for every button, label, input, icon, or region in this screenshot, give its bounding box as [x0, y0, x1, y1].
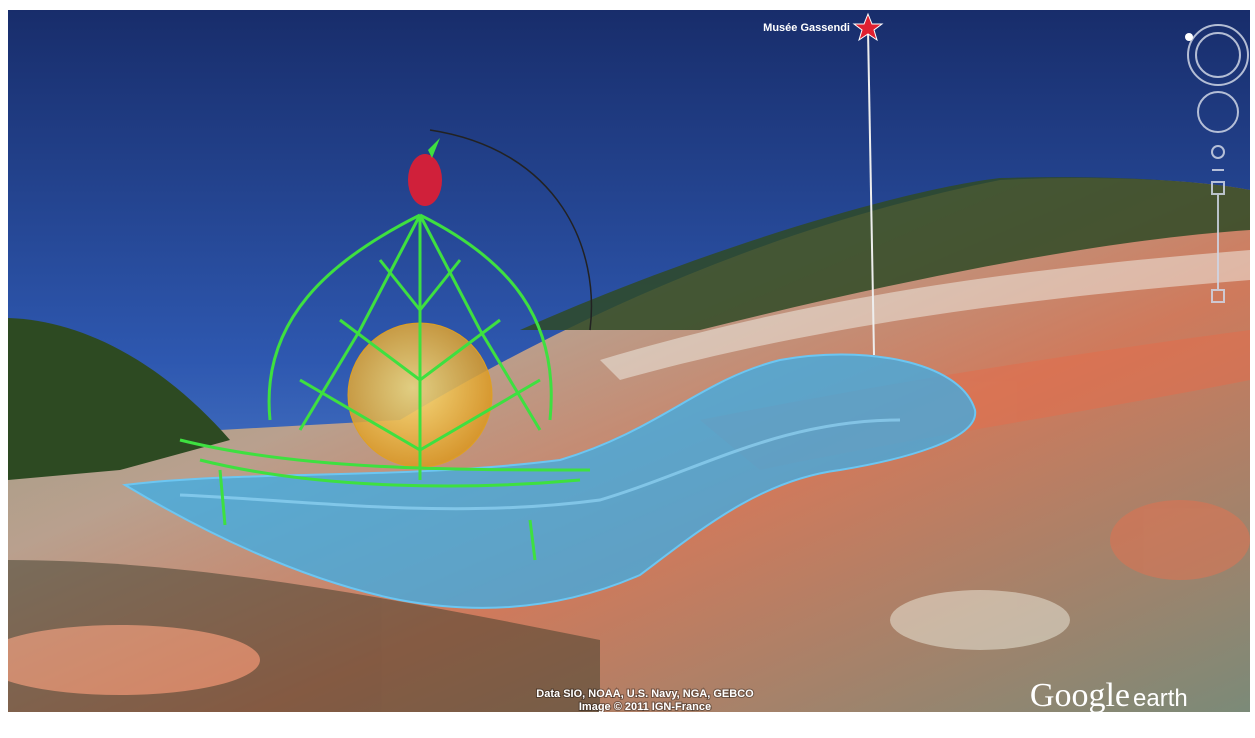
logo-product: earth [1133, 685, 1188, 712]
attribution-line: Image © 2011 IGN-France [579, 701, 711, 713]
attribution-line: Data SIO, NOAA, U.S. Navy, NGA, GEBCO [536, 688, 754, 700]
terrain-texture [8, 250, 1250, 712]
attribution-line: Image © 2011 GeoEye [588, 714, 702, 726]
left-hill [8, 318, 230, 480]
north-indicator[interactable] [1185, 33, 1193, 41]
green-wireframe [179, 213, 591, 561]
navigation-controls[interactable] [1187, 24, 1249, 303]
pear-leaf [428, 138, 440, 158]
logo-brand: Google [1030, 677, 1130, 714]
placemark-label[interactable]: Musée Gassendi [763, 22, 850, 34]
red-pear [408, 154, 442, 206]
placemark-icon[interactable] [852, 12, 884, 42]
attribution-line: Image © 2011 DigitalGlobe [576, 727, 714, 738]
forest-ridge [520, 177, 1250, 330]
ribbon-highlight [179, 418, 901, 511]
placemark-pole [867, 29, 875, 356]
scene: Musée Gassendi Data SIO, NOAA, U.S. Navy… [8, 10, 1250, 738]
arc-line [429, 129, 593, 331]
